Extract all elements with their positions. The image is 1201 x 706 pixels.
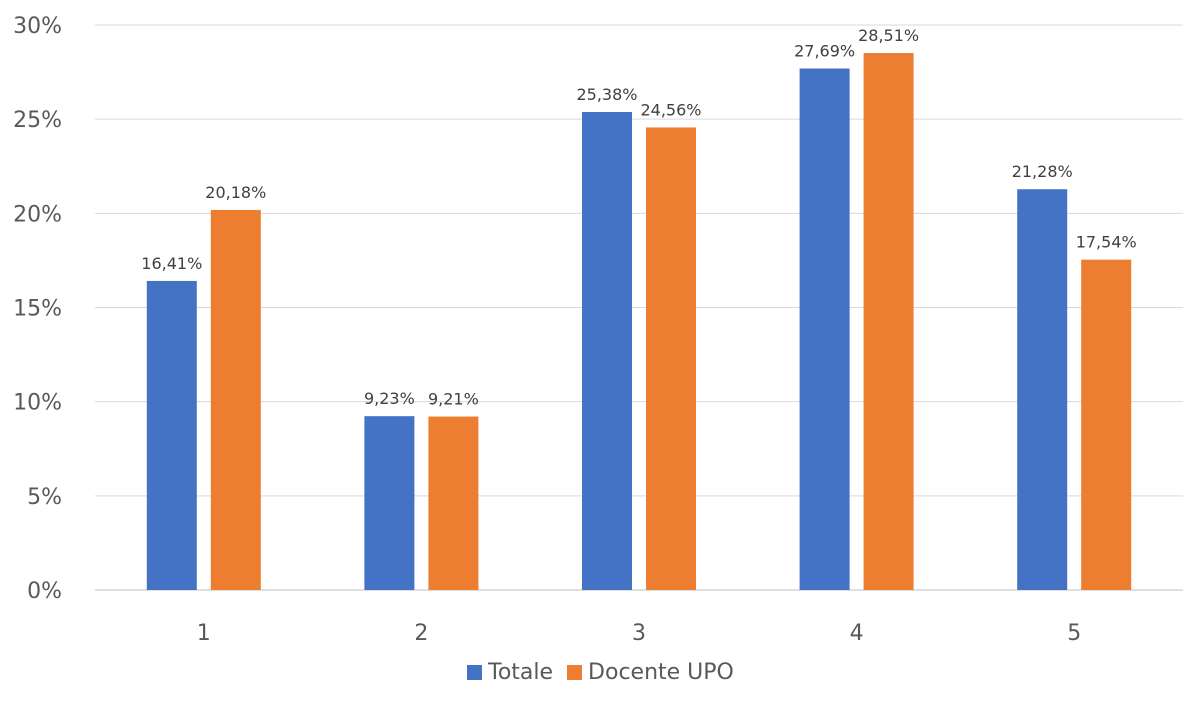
data-label: 28,51% <box>858 26 919 45</box>
data-label: 24,56% <box>640 100 701 119</box>
bar <box>210 209 261 590</box>
bar <box>1017 189 1068 590</box>
legend-item-docente-upo: Docente UPO <box>567 660 734 685</box>
legend-item-totale: Totale <box>467 660 553 685</box>
y-tick-label: 25% <box>13 108 62 133</box>
data-label: 17,54% <box>1076 233 1137 252</box>
data-label: 27,69% <box>794 42 855 61</box>
data-label: 25,38% <box>576 85 637 104</box>
legend-label-docente-upo: Docente UPO <box>588 659 734 685</box>
legend-label-totale: Totale <box>488 659 554 685</box>
bar <box>1081 259 1132 590</box>
bar <box>799 68 850 590</box>
y-tick-label: 0% <box>27 579 62 604</box>
data-label: 21,28% <box>1012 162 1073 181</box>
x-tick-label: 2 <box>414 621 428 646</box>
bar <box>863 53 914 591</box>
y-tick-label: 10% <box>13 391 62 416</box>
y-tick-label: 5% <box>27 485 62 510</box>
x-tick-label: 3 <box>632 621 646 646</box>
data-label: 20,18% <box>205 183 266 202</box>
y-tick-label: 20% <box>13 202 62 227</box>
x-tick-label: 4 <box>850 621 864 646</box>
bar <box>582 112 632 590</box>
legend-swatch-docente-upo <box>567 664 583 680</box>
bar <box>364 416 415 590</box>
legend-swatch-totale <box>467 664 483 680</box>
bar <box>146 280 197 590</box>
data-label: 16,41% <box>141 254 202 273</box>
data-label: 9,21% <box>428 390 479 409</box>
legend: Totale Docente UPO <box>0 655 1201 689</box>
x-tick-label: 5 <box>1067 621 1081 646</box>
data-label: 9,23% <box>364 389 415 408</box>
bar <box>428 416 479 590</box>
y-tick-label: 15% <box>13 297 62 322</box>
x-tick-label: 1 <box>197 621 211 646</box>
y-tick-label: 30% <box>13 14 62 39</box>
bar <box>646 127 696 590</box>
